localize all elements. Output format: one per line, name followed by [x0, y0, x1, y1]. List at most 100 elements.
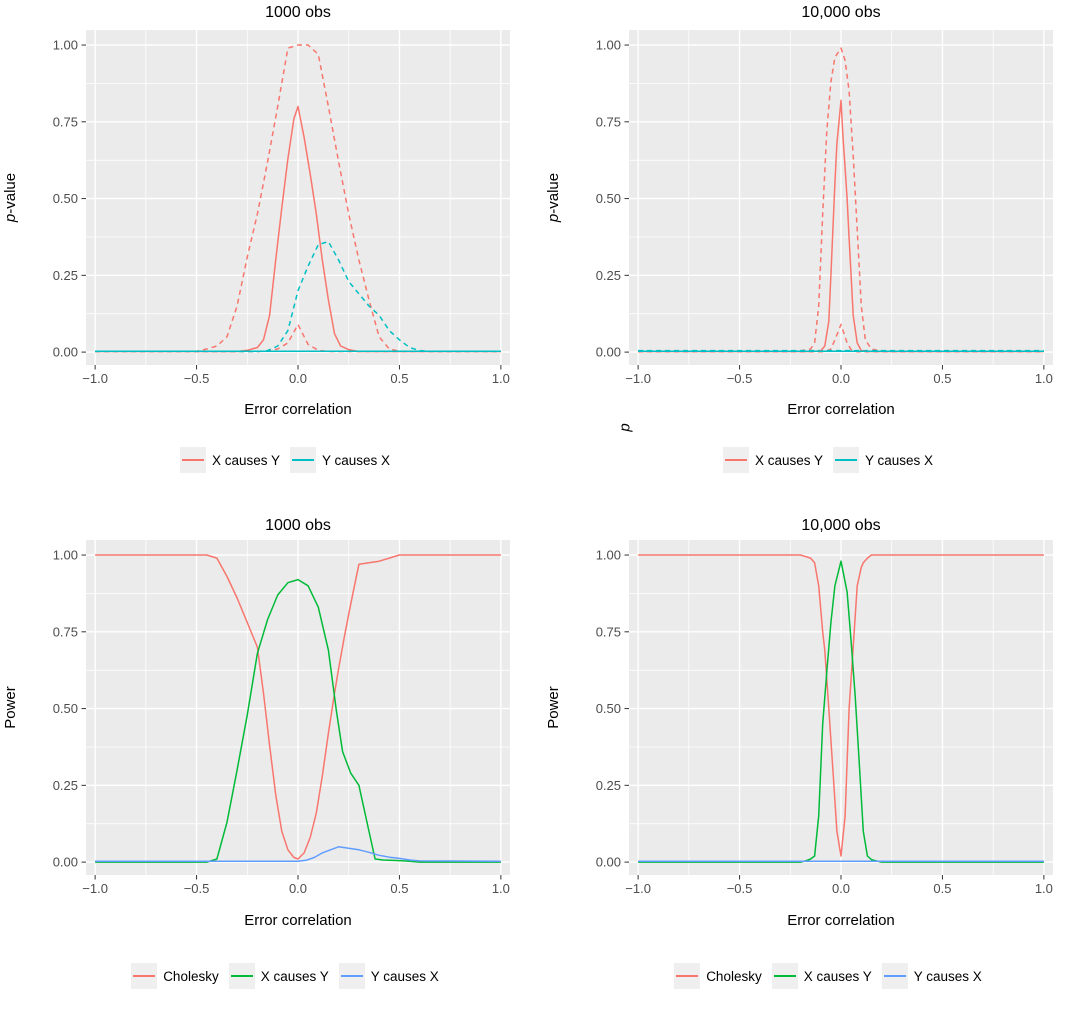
x-axis-label: Error correlation	[244, 912, 352, 929]
legend-item: Y causes X	[833, 447, 933, 473]
legend-key-line	[230, 975, 253, 977]
legend-key-line	[676, 975, 699, 977]
legend: X causes Y Y causes X	[60, 447, 510, 473]
legend-key	[228, 963, 255, 989]
series-line-x-causes-y-power	[638, 560, 1044, 863]
chart-power-10000obs: 10,000 obs −1.0 −0.5 0.0 0.5 1.0 0.00 0.25 0.50…	[543, 505, 1086, 1009]
x-tick-label: 0.0	[289, 881, 307, 896]
y-tick-label: 0.75	[596, 624, 621, 639]
series-line-y-causes-x-power	[95, 846, 501, 862]
legend-key	[722, 447, 749, 473]
x-tick-label: −1.0	[625, 881, 651, 896]
x-axis-label: Error correlation	[787, 912, 895, 929]
x-tick-label: 1.0	[492, 371, 510, 386]
legend-label: X causes Y	[803, 968, 872, 984]
y-tick-label: 0.75	[53, 624, 78, 639]
legend-label: X causes Y	[211, 452, 280, 468]
y-axis-label: p-value	[2, 173, 19, 223]
x-tick-label: −0.5	[727, 371, 753, 386]
x-tick-label: −0.5	[184, 371, 210, 386]
x-tick-label: 1.0	[492, 881, 510, 896]
y-tick-label: 1.00	[53, 548, 78, 563]
series-line-x-causes-y-lower-band	[638, 323, 1044, 353]
x-tick-label: −1.0	[82, 371, 108, 386]
legend-key	[833, 447, 859, 473]
series-line-cholesky-power	[95, 554, 501, 860]
y-tick-label: 0.25	[596, 268, 621, 283]
x-tick-label: −0.5	[184, 881, 210, 896]
legend-key-line	[133, 975, 156, 977]
y-tick-label: 0.50	[596, 191, 621, 206]
legend-item: Y causes X	[881, 963, 982, 989]
series-line-x-causes-y-upper-band	[638, 47, 1044, 353]
legend-key-line	[724, 459, 747, 461]
legend-label: Y causes X	[913, 968, 982, 984]
y-tick-label: 0.50	[596, 701, 621, 716]
y-tick-label: 1.00	[596, 38, 621, 53]
x-tick-label: −0.5	[727, 881, 753, 896]
legend-key	[674, 963, 701, 989]
chart-title: 10,000 obs	[801, 4, 881, 21]
legend-key-line	[292, 459, 314, 461]
x-tick-label: −1.0	[625, 371, 651, 386]
x-axis-label: Error correlation	[244, 401, 352, 418]
legend-key	[131, 963, 158, 989]
plot-area: −1.0 −0.5 0.0 0.5 1.0 0.00 0.25 0.50 0.75 1.00 p-v…	[2, 30, 510, 386]
legend-label: Y causes X	[370, 968, 439, 984]
legend: Cholesky X causes Y Y causes X	[60, 963, 510, 989]
legend-item: Cholesky	[131, 963, 219, 989]
x-tick-label: 0.0	[832, 371, 850, 386]
legend-key	[338, 963, 365, 989]
y-axis-label: Power	[2, 686, 19, 729]
x-tick-label: 0.5	[933, 881, 951, 896]
legend-key-line	[773, 975, 796, 977]
x-tick-label: −1.0	[82, 881, 108, 896]
legend-key	[290, 447, 316, 473]
series-line-x-causes-y-upper-band	[95, 44, 501, 352]
y-tick-label: 0.00	[53, 345, 78, 360]
stray-p-label: p	[616, 423, 634, 432]
y-tick-label: 1.00	[596, 548, 621, 563]
legend-label: X causes Y	[260, 968, 329, 984]
series-line-cholesky-power	[638, 554, 1044, 857]
chart-title: 10,000 obs	[801, 517, 881, 534]
chart-pvalue-1000obs: 1000 obs −1.0 −0.5 0.0 0.5 1.0 0.00 0.25 0.50 0.…	[0, 0, 543, 505]
legend-label: Cholesky	[706, 968, 762, 984]
legend-key	[881, 963, 908, 989]
x-axis-label: Error correlation	[787, 401, 895, 418]
legend-label: Cholesky	[163, 968, 219, 984]
x-tick-label: 0.5	[390, 371, 408, 386]
legend-label: X causes Y	[754, 452, 823, 468]
y-tick-label: 0.25	[53, 268, 78, 283]
chart-title: 1000 obs	[265, 517, 331, 534]
chart-power-1000obs: 1000 obs −1.0 −0.5 0.0 0.5 1.0 0.00 0.25 0.50 0.…	[0, 505, 543, 1009]
x-tick-label: 1.0	[1035, 371, 1053, 386]
legend-item: Y causes X	[338, 963, 439, 989]
y-axis-label: p-value	[545, 173, 562, 223]
legend-label: Y causes X	[865, 452, 934, 468]
legend-key-line	[835, 459, 857, 461]
y-tick-label: 0.50	[53, 701, 78, 716]
y-tick-label: 0.25	[596, 778, 621, 793]
legend-item: Cholesky	[674, 963, 762, 989]
y-tick-label: 0.75	[53, 114, 78, 129]
legend: Cholesky X causes Y Y causes X	[603, 963, 1053, 989]
series-line-y-causes-x-upper-band	[95, 240, 501, 353]
legend-key	[771, 963, 798, 989]
x-tick-label: 0.5	[390, 881, 408, 896]
y-tick-label: 0.75	[596, 114, 621, 129]
legend-item: X causes Y	[179, 447, 280, 473]
plot-area: −1.0 −0.5 0.0 0.5 1.0 0.00 0.25 0.50 0.75 1.00 p-v…	[545, 30, 1053, 386]
legend-item: X causes Y	[722, 447, 823, 473]
y-tick-label: 0.50	[53, 191, 78, 206]
legend-label: Y causes X	[322, 452, 391, 468]
y-tick-label: 0.00	[53, 855, 78, 870]
legend-item: Y causes X	[290, 447, 390, 473]
y-tick-label: 0.25	[53, 778, 78, 793]
x-tick-label: 0.0	[832, 881, 850, 896]
chart-title: 1000 obs	[265, 4, 331, 21]
legend: X causes Y Y causes X	[603, 447, 1053, 473]
series-line-x-causes-y-power	[95, 578, 501, 863]
legend-key-line	[340, 975, 363, 977]
